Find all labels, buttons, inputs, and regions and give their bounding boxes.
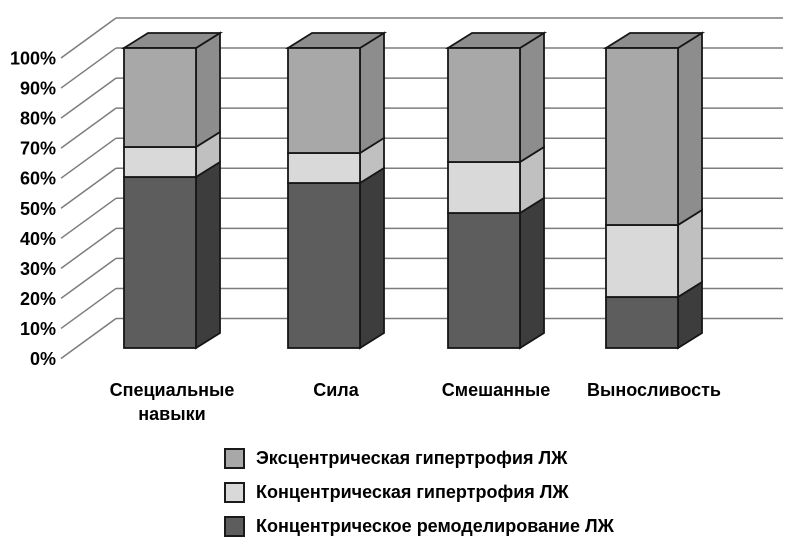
legend-item: Концентрическое ремоделирование ЛЖ	[224, 516, 614, 537]
y-axis-tick-label: 90%	[20, 79, 56, 99]
y-axis-tick-label: 30%	[20, 259, 56, 279]
y-axis-tick-label: 10%	[20, 319, 56, 339]
chart-legend: Эксцентрическая гипертрофия ЛЖ Концентри…	[224, 448, 614, 537]
gridline-leader	[60, 17, 117, 59]
y-axis-tick-label: 80%	[20, 109, 56, 129]
y-axis-tick-label: 50%	[20, 199, 56, 219]
gridline-leader	[60, 227, 117, 269]
y-axis-tick-label: 70%	[20, 139, 56, 159]
legend-label: Эксцентрическая гипертрофия ЛЖ	[256, 448, 568, 468]
gridline-leader	[60, 137, 117, 179]
category-label: навыки	[138, 404, 205, 424]
gridline-leader	[60, 77, 117, 119]
bar-segment-side	[359, 166, 385, 350]
bar-segment-side	[195, 31, 221, 149]
gridline-leader	[60, 257, 117, 300]
bar-segment	[605, 224, 679, 298]
bar-segment	[123, 47, 197, 148]
legend-label: Концентрическая гипертрофия ЛЖ	[256, 482, 569, 502]
bar-segment	[123, 176, 197, 349]
y-axis-tick-label: 40%	[20, 229, 56, 249]
y-axis-tick-label: 0%	[30, 349, 56, 369]
category-label: Смешанные	[442, 380, 550, 400]
legend-item: Эксцентрическая гипертрофия ЛЖ	[224, 448, 614, 469]
category-label: Сила	[313, 380, 359, 400]
legend-swatch-concentric-remodeling	[224, 516, 245, 537]
bar-segment-side	[359, 31, 385, 155]
bar-segment	[287, 47, 361, 154]
bar-segment	[287, 182, 361, 349]
legend-swatch-eccentric-hypertrophy	[224, 448, 245, 469]
bar-segment	[447, 212, 521, 349]
bar-segment-side	[677, 31, 703, 227]
category-label: Выносливость	[587, 380, 721, 400]
gridline-leader	[60, 287, 117, 330]
legend-label: Концентрическое ремоделирование ЛЖ	[256, 516, 614, 536]
bar-segment	[605, 47, 679, 226]
bar-segment-side	[519, 31, 545, 164]
legend-swatch-concentric-hypertrophy	[224, 482, 245, 503]
y-axis-tick-label: 20%	[20, 289, 56, 309]
bar-segment	[123, 146, 197, 178]
gridline-leader	[60, 167, 117, 209]
y-axis-tick-label: 60%	[20, 169, 56, 189]
gridline-leader	[60, 317, 117, 360]
bar-chart-canvas: 0% 10% 20% 30% 40% 50% 60% 70% 80% 90% 100% Специал…	[10, 17, 783, 424]
y-axis-tick-label: 100%	[10, 49, 56, 69]
gridline-leader	[60, 107, 117, 149]
legend-item: Концентрическая гипертрофия ЛЖ	[224, 482, 614, 503]
gridline-leader	[60, 197, 117, 239]
bar-segment	[447, 161, 521, 214]
bar-segment	[605, 296, 679, 349]
bar-segment-side	[519, 196, 545, 350]
category-label: Специальные	[110, 380, 235, 400]
bar-segment	[287, 152, 361, 184]
gridline-leader	[60, 47, 117, 89]
bar-segment-side	[195, 160, 221, 350]
bar-segment	[447, 47, 521, 163]
